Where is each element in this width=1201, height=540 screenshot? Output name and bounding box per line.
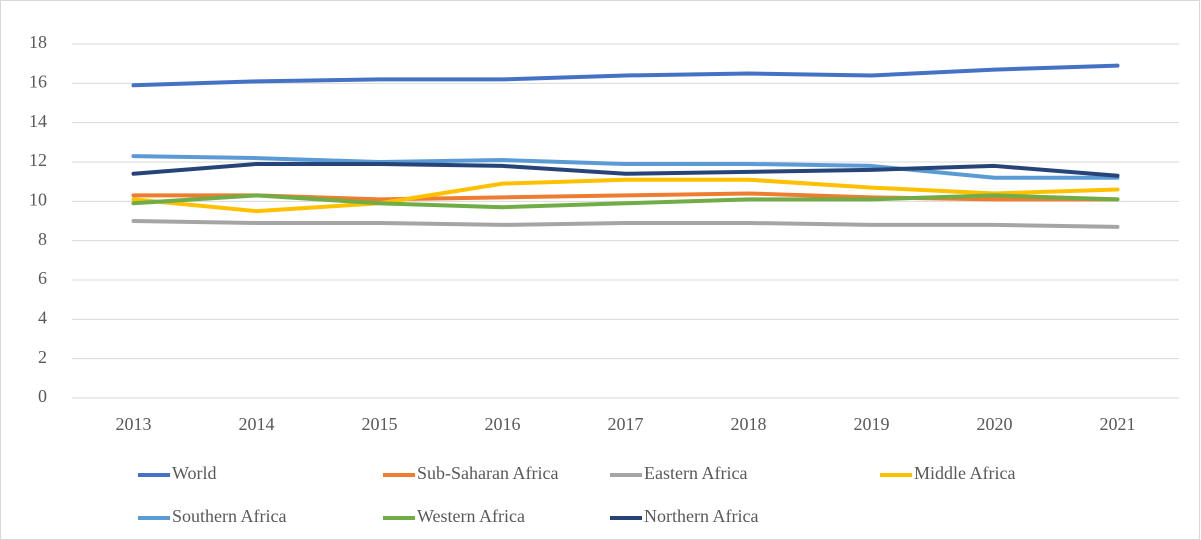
legend-label: World [172, 463, 217, 483]
legend-label: Southern Africa [172, 506, 286, 526]
x-tick-label: 2021 [1100, 414, 1136, 434]
y-tick-label: 6 [38, 268, 47, 288]
series-line [131, 154, 1120, 180]
y-tick-label: 14 [29, 111, 47, 131]
y-tick-label: 12 [29, 150, 47, 170]
x-tick-label: 2019 [854, 414, 890, 434]
legend-label: Northern Africa [644, 506, 758, 526]
y-tick-label: 18 [29, 32, 47, 52]
y-tick-label: 10 [29, 189, 47, 209]
y-tick-label: 2 [38, 347, 47, 367]
legend-label: Sub-Saharan Africa [417, 463, 558, 483]
x-tick-label: 2020 [977, 414, 1013, 434]
x-tick-label: 2015 [362, 414, 398, 434]
y-tick-label: 0 [38, 386, 47, 406]
series-line [131, 161, 1120, 178]
series-line [131, 193, 1120, 210]
x-tick-label: 2016 [485, 414, 521, 434]
series-line [131, 219, 1120, 229]
series-line [131, 177, 1120, 214]
x-tick-label: 2017 [608, 414, 644, 434]
legend-label: Middle Africa [914, 463, 1015, 483]
series-line [131, 63, 1120, 88]
x-tick-label: 2018 [731, 414, 767, 434]
y-tick-label: 8 [38, 229, 47, 249]
y-tick-label: 4 [38, 307, 47, 327]
y-tick-label: 16 [29, 71, 47, 91]
legend-label: Eastern Africa [644, 463, 747, 483]
legend-label: Western Africa [417, 506, 525, 526]
x-tick-label: 2013 [116, 414, 152, 434]
x-tick-label: 2014 [239, 414, 275, 434]
